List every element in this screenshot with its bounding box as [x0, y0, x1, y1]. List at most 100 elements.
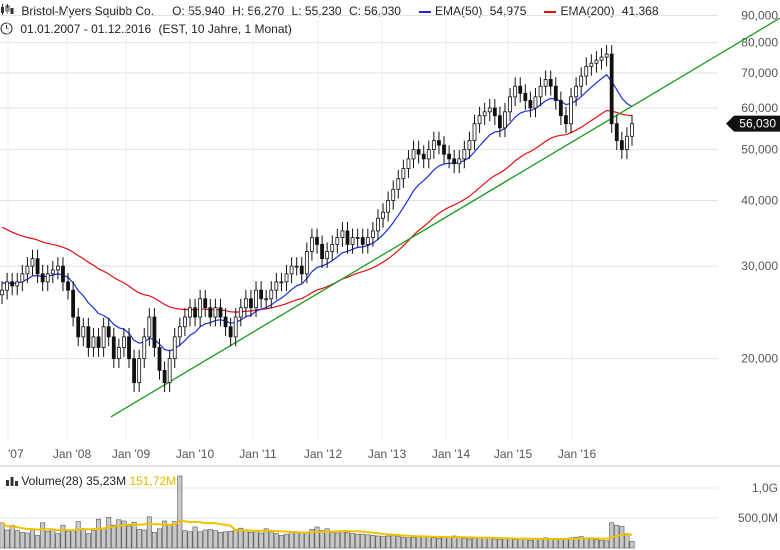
- candle-body: [386, 200, 391, 213]
- x-tick-label: Jan '10: [176, 447, 215, 461]
- candle-body: [589, 62, 594, 67]
- volume-bar: [278, 535, 284, 549]
- volume-bar: [24, 532, 30, 549]
- candle-body: [604, 53, 609, 58]
- x-tick-label: Jan '15: [494, 447, 533, 461]
- volume-bar: [329, 532, 335, 549]
- volume-bar: [502, 538, 508, 549]
- candle-body: [269, 289, 274, 300]
- candle-body: [442, 144, 446, 155]
- volume-bar: [426, 536, 432, 549]
- candle-body: [45, 273, 50, 283]
- volume-tick-label: 1,0G: [752, 481, 778, 495]
- volume-bar: [111, 524, 117, 549]
- candle-body: [487, 107, 492, 113]
- volume-bar: [96, 518, 102, 549]
- candle-body: [503, 111, 507, 129]
- candle-body: [437, 140, 441, 146]
- volume-bar: [400, 536, 406, 549]
- volume-bar: [50, 529, 56, 549]
- x-tick-label: Jan '13: [368, 447, 407, 461]
- volume-bar: [405, 537, 411, 549]
- candle-body: [198, 298, 203, 318]
- volume-bar: [395, 536, 401, 549]
- ema50-swatch: [419, 10, 432, 13]
- volume-bar: [487, 537, 493, 549]
- volume-bar: [578, 536, 584, 549]
- candle-body: [106, 326, 111, 338]
- low-value: L: 55,230: [291, 4, 342, 18]
- volume-header: Volume(28) 35,23M 151,72M: [6, 474, 176, 489]
- candle-body: [162, 369, 167, 384]
- candle-body: [350, 237, 355, 245]
- volume-bar: [192, 526, 198, 549]
- volume-bar: [233, 529, 239, 549]
- volume-bar: [319, 530, 325, 549]
- candle-body: [91, 336, 96, 348]
- volume-bar: [370, 535, 376, 549]
- x-tick-label: Jan '12: [304, 447, 343, 461]
- candle-body: [81, 326, 86, 338]
- volume-bar: [45, 530, 51, 549]
- volume-bar: [436, 538, 442, 549]
- candle-body: [508, 96, 512, 113]
- volume-bar: [101, 527, 107, 549]
- candle-body: [61, 265, 65, 283]
- volume-bar: [207, 529, 213, 549]
- candle-body: [609, 53, 614, 125]
- volume-bar: [507, 538, 513, 549]
- volume-bar: [263, 528, 269, 549]
- volume-bar: [212, 530, 218, 549]
- volume-bar: [421, 535, 427, 549]
- candle-body: [335, 237, 340, 245]
- volume-bar: [116, 519, 122, 549]
- candle-body: [40, 273, 45, 283]
- volume-bar: [197, 531, 203, 549]
- volume-bar: [217, 532, 223, 549]
- volume-bar: [106, 517, 112, 549]
- volume-bar: [14, 530, 20, 549]
- volume-bar: [588, 538, 594, 549]
- volume-bar: [512, 539, 518, 549]
- candle-body: [122, 336, 126, 348]
- candle-body: [472, 123, 477, 142]
- volume-bar: [65, 530, 71, 549]
- candle-body: [10, 281, 15, 287]
- volume-bar: [9, 524, 15, 549]
- candle-body: [310, 237, 314, 252]
- volume-bar: [431, 537, 437, 549]
- candle-body: [76, 316, 81, 338]
- candle-body: [548, 79, 553, 87]
- volume-bar: [121, 520, 127, 549]
- volume-bar: [619, 526, 625, 549]
- candle-body: [254, 289, 258, 309]
- candle-body: [452, 158, 457, 165]
- candle-body: [325, 250, 330, 260]
- candle-body: [137, 358, 142, 384]
- volume-bar: [80, 529, 86, 549]
- volume-bar: [29, 528, 35, 549]
- header-line-1: Bristol-Myers Squibb Co. O: 55,940 H: 56…: [0, 4, 663, 19]
- volume-bar: [202, 529, 208, 549]
- candle-body: [279, 281, 284, 284]
- candle-body: [294, 265, 299, 268]
- x-tick-label: Jan '14: [432, 447, 471, 461]
- ema50-label: EMA(50): [435, 4, 483, 18]
- volume-average-line: [1, 519, 633, 541]
- volume-bar: [187, 531, 193, 549]
- candle-body: [249, 298, 253, 309]
- candle-body: [401, 168, 406, 180]
- last-price-label: 56,030: [739, 117, 776, 131]
- volume-bar: [471, 538, 477, 549]
- candle-body: [411, 149, 416, 160]
- volume-bar: [543, 537, 549, 549]
- volume-bar: [477, 537, 483, 549]
- volume-bar: [273, 533, 279, 549]
- volume-bar: [446, 536, 452, 549]
- candle-body: [213, 307, 218, 318]
- candle-body: [274, 281, 279, 291]
- volume-bar: [162, 520, 168, 549]
- candle-body: [431, 140, 436, 150]
- candle-body: [533, 96, 538, 109]
